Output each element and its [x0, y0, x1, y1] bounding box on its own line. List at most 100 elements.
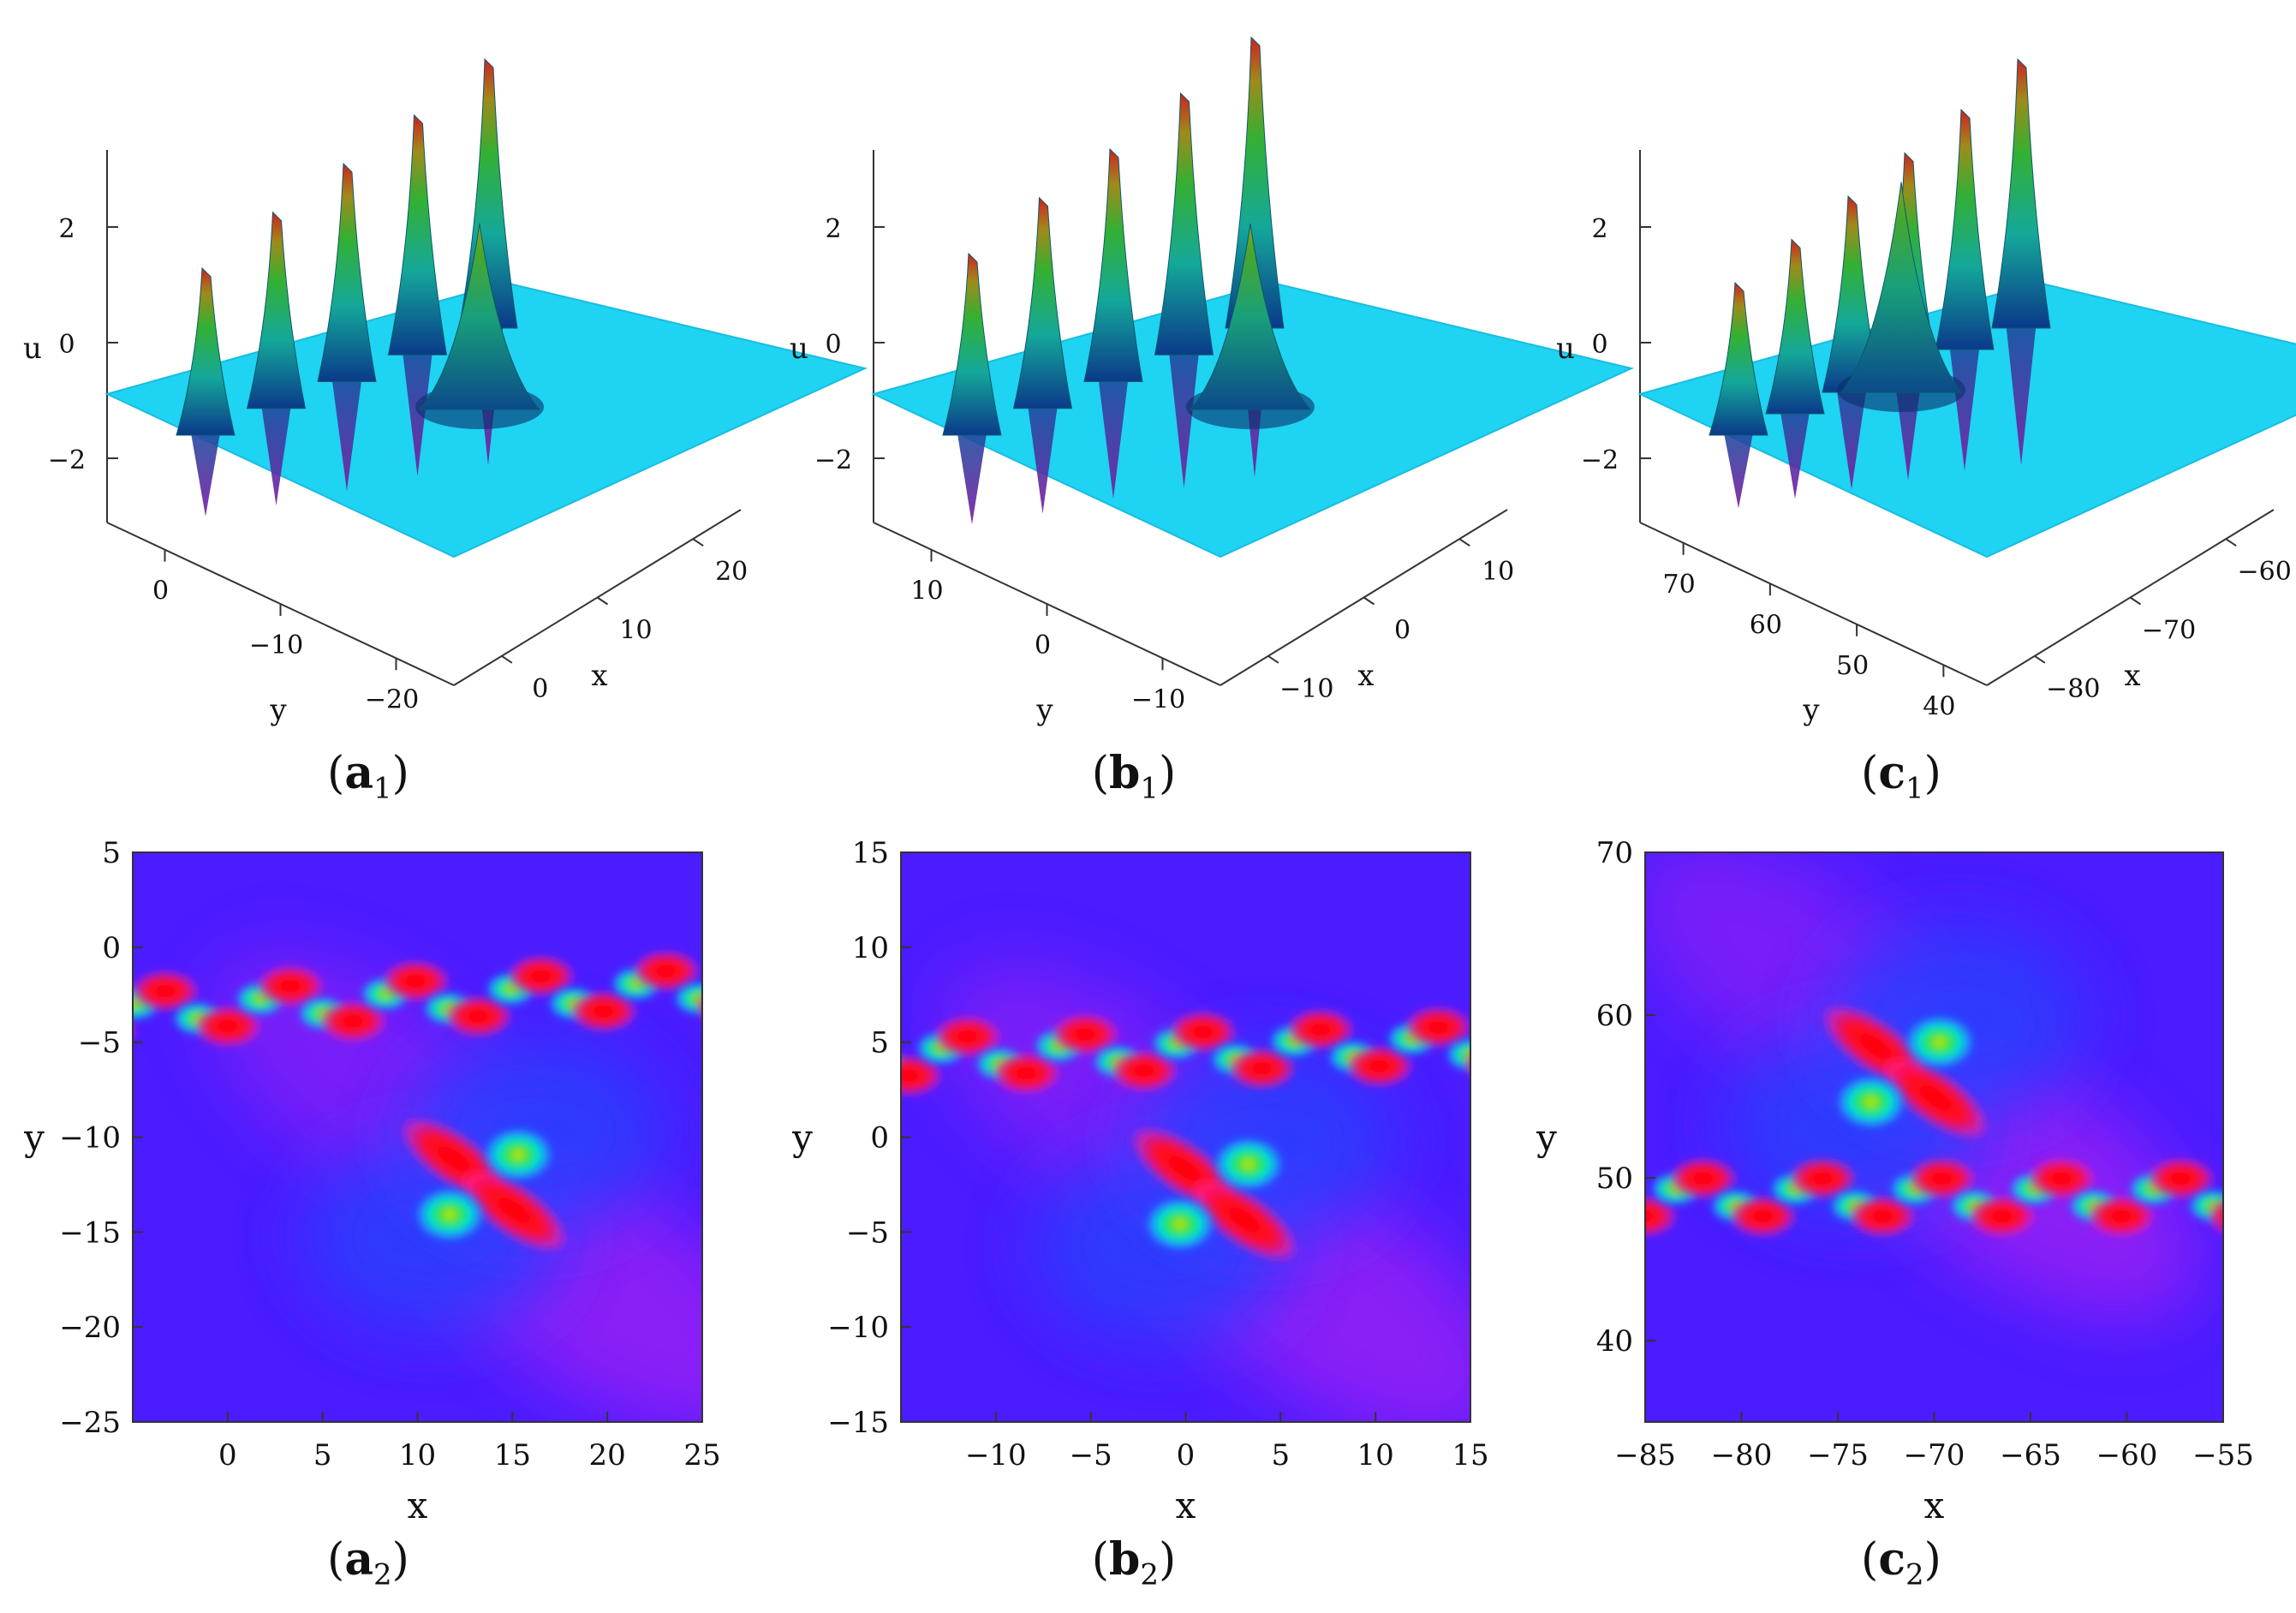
wave-lobe-red: [1645, 1195, 1678, 1237]
wave-lobe-red: [1967, 1195, 2037, 1237]
lump-peak: [1840, 182, 1963, 393]
y-tick-label: 60: [1596, 999, 1633, 1033]
x-tick-label: 20: [589, 1438, 626, 1473]
wave-lobe-red: [1668, 1157, 1738, 1199]
x-tick-label: 10: [399, 1438, 436, 1473]
peak: [1991, 57, 2051, 329]
y-tick-label: 10: [910, 576, 943, 606]
wave-lobe-cyan: [1563, 1035, 1614, 1069]
x-tick-label: 0: [532, 674, 548, 704]
wave-lobe-red: [933, 1016, 1002, 1058]
panel-a2: 0 5 10 15 20 25 x 5 0 −5 −10 −15 −20 −25 y: [23, 836, 850, 1526]
z-tick-label: 2: [1591, 214, 1607, 244]
y-tick-label: −10: [1131, 684, 1185, 714]
x-tick-label: 5: [313, 1438, 332, 1473]
wave-lobe-red: [631, 950, 701, 992]
y-tick-label: 5: [870, 1026, 889, 1060]
x-axis-label: x: [408, 1485, 428, 1526]
trough: [1780, 407, 1810, 499]
wave-lobe-red: [1109, 1050, 1178, 1092]
wave-lobe-red: [193, 1006, 262, 1048]
peak: [1083, 147, 1143, 382]
lump-lobe-red: [459, 1168, 569, 1253]
x-tick-label: 0: [1177, 1438, 1196, 1473]
x-tick-label: 15: [1452, 1438, 1488, 1473]
y-tick-label: 40: [1596, 1324, 1633, 1359]
peak: [1012, 196, 1073, 409]
trough: [331, 374, 362, 492]
panel-b1: 2 0 −2 u 10 0 −10 y −10 0 10 x: [790, 36, 1635, 727]
panel-b2: −10 −5 0 5 10 15 x 15 10 5 0 −5 −10 −15 y: [791, 836, 1614, 1526]
heatmap-body: [1645, 852, 2296, 1422]
x-tick: [2129, 596, 2142, 606]
wave-lobe-red: [2086, 1195, 2156, 1237]
wave-lobe-red: [1847, 1195, 1917, 1237]
trough: [1723, 428, 1754, 509]
y-axis-label: y: [23, 1117, 45, 1159]
peak: [1154, 92, 1214, 355]
peak: [1765, 238, 1825, 415]
x-tick-label: −70: [1904, 1438, 1965, 1473]
x-axis-label: x: [2124, 659, 2140, 693]
lump-spot-cyan: [482, 1126, 555, 1182]
y-tick-label: −5: [78, 1026, 121, 1060]
trough: [1168, 348, 1200, 488]
peak: [1709, 281, 1768, 436]
y-axis-line: [1639, 522, 1988, 686]
heatmap-body: [901, 852, 1614, 1422]
y-axis-label: y: [269, 693, 287, 727]
panel-label-c1: (c1): [1861, 747, 1941, 806]
z-tick-label: 2: [58, 214, 75, 244]
x-tick-label: −80: [2046, 674, 2100, 704]
panel-label-c2: (c2): [1861, 1533, 1941, 1592]
z-tick-label: 0: [58, 330, 75, 360]
wave-lobe-cyan: [2247, 1172, 2296, 1206]
wave-lobe-cyan: [798, 977, 850, 1011]
x-tick-label: −5: [1070, 1438, 1112, 1473]
x-tick-label: 25: [683, 1438, 720, 1473]
y-axis-label: y: [1035, 693, 1053, 727]
wave-lobe-red: [2266, 1158, 2296, 1199]
trough: [1027, 401, 1059, 514]
y-tick-label: −5: [846, 1216, 889, 1250]
lump-spot-cyan: [1212, 1137, 1285, 1192]
x-tick: [596, 596, 609, 606]
x-tick-label: −85: [1614, 1438, 1676, 1473]
lump-lobe-red: [1880, 1054, 1990, 1141]
wave-lobe-red: [133, 1021, 137, 1041]
x-tick: [1363, 596, 1375, 606]
x-axis-label: x: [1924, 1485, 1945, 1526]
x-tick: [501, 655, 513, 664]
wave-lobe-red: [381, 960, 450, 1002]
x-tick-label: −80: [1711, 1438, 1773, 1473]
y-tick-label: −15: [827, 1406, 889, 1440]
peak: [317, 162, 377, 382]
wave-lobe-red: [1345, 1045, 1414, 1087]
y-tick-label: 0: [102, 931, 121, 965]
y-tick-label: 50: [1596, 1162, 1633, 1196]
panel-c1: 2 0 −2 u 70 60 50 40 y −80 −70 −60 x: [1556, 57, 2296, 727]
peak: [176, 266, 236, 436]
trough: [1098, 374, 1129, 499]
trough: [2006, 321, 2037, 466]
y-tick-label: 70: [1663, 570, 1696, 600]
lump-spot-cyan: [414, 1186, 486, 1242]
x-tick: [1458, 538, 1470, 547]
y-tick-label: 10: [852, 931, 889, 965]
x-tick-label: −60: [2096, 1438, 2158, 1473]
y-tick-label: 0: [152, 576, 169, 606]
wave-lobe-red: [992, 1052, 1061, 1094]
x-tick-label: −55: [2192, 1438, 2254, 1473]
z-tick-label: 0: [825, 330, 841, 360]
y-tick-label: 60: [1750, 610, 1782, 640]
x-axis-label: x: [1176, 1485, 1196, 1526]
x-tick-label: −75: [1807, 1438, 1869, 1473]
panel-label-a2: (a2): [327, 1533, 409, 1592]
lump-spot-cyan: [1834, 1074, 1907, 1130]
z-tick-label: 2: [825, 214, 841, 244]
y-tick-label: −10: [827, 1311, 889, 1345]
z-tick-label: −2: [48, 445, 86, 475]
wave-lobe-red: [1907, 1157, 1977, 1199]
peak: [1225, 36, 1285, 329]
y-axis-label: y: [1802, 693, 1820, 727]
